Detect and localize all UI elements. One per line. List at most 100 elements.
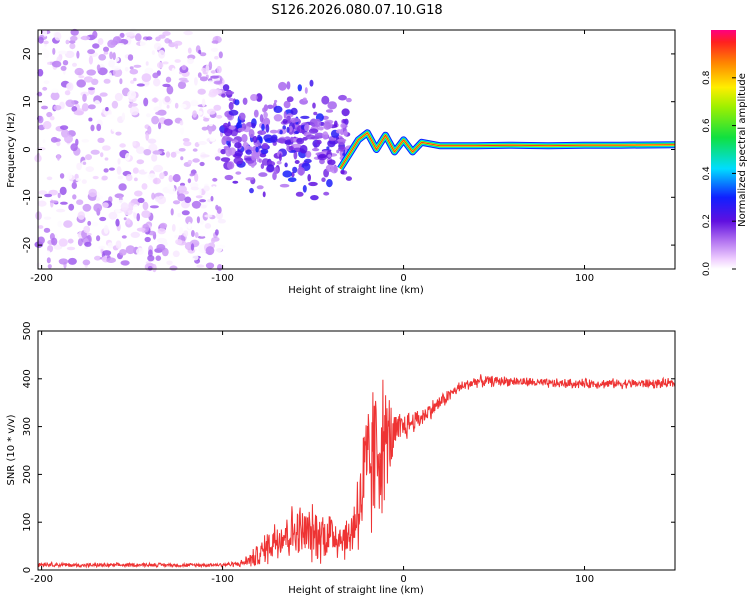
spectrogram-blob	[163, 118, 173, 126]
spectrogram-blob	[209, 136, 216, 142]
spectrogram-blob	[96, 235, 101, 242]
spectrogram-blob	[335, 129, 344, 134]
spectrogram-blob	[203, 118, 210, 122]
spectrogram-blob	[76, 162, 82, 171]
spectrogram-blob	[99, 92, 108, 97]
spectrogram-blob	[136, 83, 145, 87]
spectrogram-blob	[180, 126, 184, 135]
spectrogram-blob	[37, 68, 44, 77]
spectrogram-blob	[188, 36, 193, 43]
spectrogram-blob	[187, 178, 192, 184]
spectrogram-blob	[76, 79, 86, 88]
snr-ylabel: SNR (10 * v/v)	[6, 414, 17, 485]
spectrogram-blob	[191, 255, 199, 261]
spectrogram-blob	[245, 149, 252, 155]
spectrogram-blob	[60, 65, 67, 71]
spectrogram-blob	[214, 55, 219, 60]
spectrogram-blob	[115, 218, 120, 227]
spectrogram-blob	[181, 64, 187, 71]
spectrogram-blob	[105, 107, 109, 112]
spectrogram-blob	[130, 231, 140, 238]
spectrogram-blob	[278, 153, 282, 162]
spectrogram-blob	[177, 212, 181, 218]
spectrogram-blob	[129, 103, 138, 107]
spectrogram-blob	[153, 136, 161, 146]
spectrogram-blob	[312, 148, 320, 152]
spectrogram-blob	[147, 125, 152, 135]
spectrogram-blob	[116, 43, 125, 47]
spectrogram-blob	[291, 171, 295, 178]
y-tick-label: 0	[22, 146, 33, 152]
spectrogram-blob	[90, 149, 100, 155]
spectrogram-blob	[286, 115, 291, 121]
spectrogram-blob	[54, 138, 61, 142]
spectrogram-blob	[125, 245, 136, 255]
spectrogram-blob	[133, 77, 137, 82]
spectrogram-blob	[288, 145, 294, 151]
spectrogram-blob	[174, 124, 184, 129]
spectrogram-blob	[90, 124, 95, 132]
spectrogram-blob	[251, 156, 256, 161]
spectrogram-blob	[72, 224, 79, 230]
spectrogram-blob	[157, 227, 166, 235]
spectrogram-blob	[180, 156, 184, 161]
spectrogram-blob	[83, 76, 94, 83]
spectrogram-blob	[44, 193, 53, 198]
spectrogram-blob	[166, 104, 170, 109]
spectrogram-blob	[97, 38, 104, 45]
spectrogram-blob	[171, 224, 176, 232]
spectrogram-blob	[58, 238, 68, 247]
y-tick-label: 20	[22, 48, 33, 61]
spectrogram-blob	[171, 67, 176, 76]
spectrogram-blob	[147, 266, 153, 271]
spectrogram-blob	[38, 190, 48, 195]
spectrogram-blob	[51, 237, 58, 246]
spectrogram-blob	[196, 264, 205, 268]
spectrogram-blob	[152, 72, 159, 79]
spectrogram-blob	[158, 34, 166, 39]
colorbar-label: Normalized spectral amplitude	[737, 73, 748, 227]
spectrogram-blob	[51, 60, 62, 68]
spectrogram-blob	[43, 216, 52, 220]
spectrogram-blob	[134, 177, 138, 182]
spectrogram-blob	[213, 80, 223, 85]
spectrogram-blob	[262, 130, 266, 135]
spectrogram-blob	[223, 127, 233, 137]
spectrogram-blob	[104, 157, 109, 161]
spectrogram-blob	[255, 93, 263, 102]
y-tick-label: 200	[22, 465, 33, 484]
spectrogram-blob	[173, 40, 183, 46]
spectrogram-blob	[290, 136, 294, 143]
spectrogram-blob	[92, 175, 99, 180]
spectrogram-blob	[215, 244, 223, 253]
spectrogram-blob	[190, 243, 195, 251]
spectrogram-blob	[103, 225, 109, 234]
spectrogram-blob	[98, 54, 107, 61]
spectrogram-blob	[241, 133, 248, 143]
spectrogram-blob	[43, 40, 49, 45]
spectrogram-blob	[175, 43, 179, 49]
spectrogram-blob	[100, 152, 104, 158]
spectrogram-blob	[318, 126, 324, 131]
spectrogram-blob	[199, 161, 205, 167]
spectrogram-blob	[132, 141, 137, 146]
spectrogram-blob	[250, 94, 258, 101]
spectrogram-blob	[305, 150, 312, 158]
spectrogram-blob	[87, 220, 92, 226]
spectrogram-blob	[314, 118, 321, 128]
spectrogram-blob	[116, 166, 122, 175]
spectrogram-blob	[170, 151, 177, 158]
spectrogram-blob	[148, 143, 158, 152]
spectrogram-blob	[273, 105, 283, 113]
spectrogram-blob	[129, 66, 134, 70]
spectrogram-blob	[166, 260, 173, 266]
spectrogram-blob	[53, 105, 62, 111]
spectrogram-blob	[206, 80, 215, 85]
spectrogram-blob	[42, 29, 48, 37]
spectrogram-blob	[146, 36, 153, 41]
figure-title: S126.2026.080.07.10.G18	[271, 3, 442, 18]
spectrogram-blob	[49, 200, 59, 204]
spectrogram-blob	[111, 66, 121, 71]
spectrogram-blob	[152, 150, 163, 155]
spectrogram-blob	[91, 222, 99, 227]
